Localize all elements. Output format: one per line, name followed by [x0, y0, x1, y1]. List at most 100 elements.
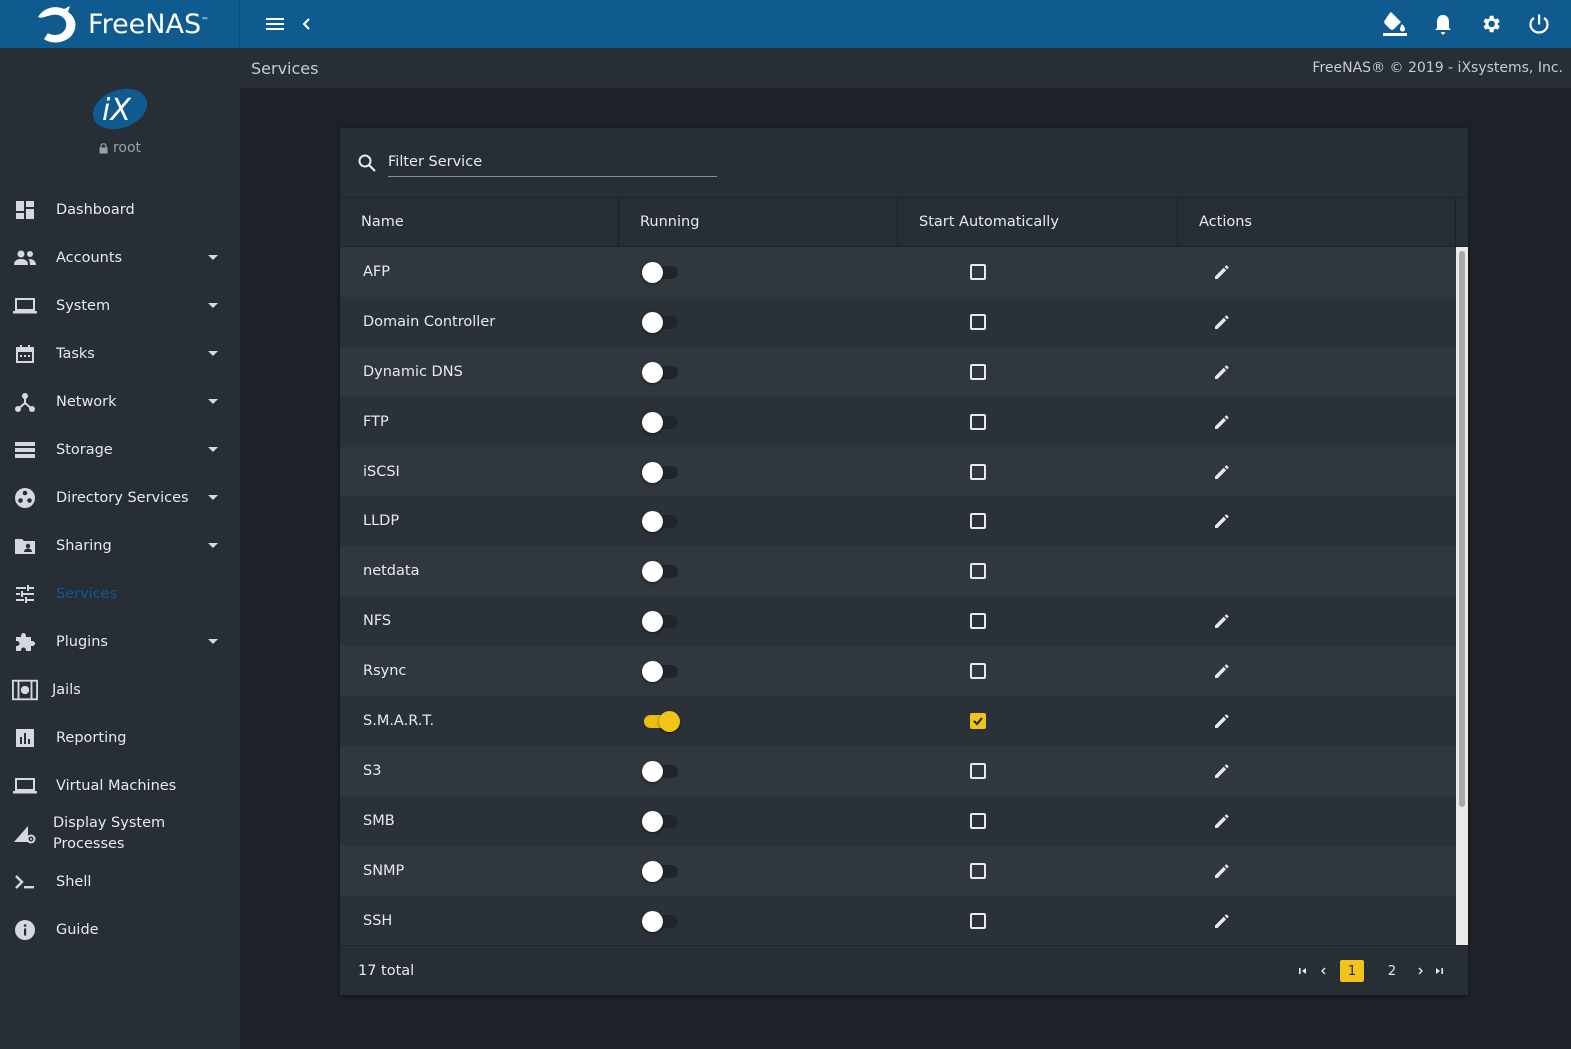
running-toggle[interactable] — [642, 910, 680, 932]
column-header-name[interactable]: Name — [340, 198, 619, 246]
start-automatically-cell — [898, 247, 1178, 297]
collapse-sidebar-button[interactable] — [295, 0, 319, 48]
sidebar-item-dashboard[interactable]: Dashboard — [0, 186, 240, 234]
start-automatically-checkbox[interactable] — [970, 663, 986, 680]
directory-icon — [15, 488, 35, 508]
start-automatically-checkbox[interactable] — [970, 363, 986, 380]
start-automatically-checkbox[interactable] — [970, 862, 986, 879]
page-title: Services — [251, 58, 319, 78]
notifications-button[interactable] — [1427, 0, 1459, 48]
sidebar-item-virtual-machines[interactable]: Virtual Machines — [0, 762, 240, 810]
edit-button[interactable] — [1211, 860, 1233, 882]
sidebar-item-directory-services[interactable]: Directory Services — [0, 474, 240, 522]
edit-button[interactable] — [1211, 910, 1233, 932]
running-toggle[interactable] — [642, 261, 680, 283]
running-toggle[interactable] — [642, 561, 680, 583]
running-toggle[interactable] — [642, 461, 680, 483]
start-automatically-checkbox[interactable] — [970, 413, 986, 430]
running-toggle[interactable] — [642, 511, 680, 533]
running-toggle[interactable] — [642, 661, 680, 683]
sidebar-item-shell[interactable]: Shell — [0, 858, 240, 906]
service-name: netdata — [363, 563, 420, 580]
sidebar-item-tasks[interactable]: Tasks — [0, 330, 240, 378]
start-automatically-checkbox[interactable] — [970, 563, 986, 580]
sidebar-item-display-system-processes[interactable]: Display System Processes — [0, 810, 240, 858]
last-page-button[interactable] — [1432, 964, 1446, 978]
user-label: root — [99, 140, 141, 156]
running-toggle[interactable] — [642, 361, 680, 383]
actions-cell — [1178, 646, 1456, 696]
sidebar-item-guide[interactable]: Guide — [0, 906, 240, 954]
start-automatically-checkbox[interactable] — [970, 812, 986, 829]
edit-button[interactable] — [1211, 411, 1233, 433]
actions-cell — [1178, 397, 1456, 447]
edit-button[interactable] — [1211, 510, 1233, 532]
table-row: SSH — [340, 895, 1456, 945]
sidebar-item-sharing[interactable]: Sharing — [0, 522, 240, 570]
running-toggle[interactable] — [642, 311, 680, 333]
actions-cell — [1178, 696, 1456, 746]
column-header-running[interactable]: Running — [619, 198, 898, 246]
sidebar-item-accounts[interactable]: Accounts — [0, 234, 240, 282]
power-button[interactable] — [1523, 0, 1555, 48]
network-icon — [15, 393, 35, 412]
edit-button[interactable] — [1211, 810, 1233, 832]
brand[interactable]: FreeNAS™ — [0, 0, 240, 48]
start-automatically-checkbox[interactable] — [970, 762, 986, 779]
sidebar-item-system[interactable]: System — [0, 282, 240, 330]
settings-button[interactable] — [1475, 0, 1507, 48]
start-automatically-checkbox[interactable] — [970, 912, 986, 929]
running-toggle[interactable] — [642, 760, 680, 782]
start-automatically-checkbox[interactable] — [970, 463, 986, 480]
running-toggle[interactable] — [642, 860, 680, 882]
sidebar-item-jails[interactable]: Jails — [0, 666, 240, 714]
edit-button[interactable] — [1211, 710, 1233, 732]
service-name: Rsync — [363, 663, 407, 680]
column-header-start-automatically[interactable]: Start Automatically — [898, 198, 1178, 246]
first-page-button[interactable] — [1296, 964, 1310, 978]
page-2-button[interactable]: 2 — [1387, 963, 1397, 979]
menu-icon — [266, 18, 284, 30]
scrollbar-thumb[interactable] — [1459, 251, 1465, 807]
calendar-icon — [16, 345, 34, 363]
running-toggle[interactable] — [642, 810, 680, 832]
edit-button[interactable] — [1211, 261, 1233, 283]
theme-button[interactable] — [1379, 0, 1411, 48]
freenas-shark-logo — [38, 6, 76, 43]
sidebar-item-network[interactable]: Network — [0, 378, 240, 426]
chevron-right-icon — [1418, 967, 1423, 975]
edit-button[interactable] — [1211, 760, 1233, 782]
running-toggle[interactable] — [642, 710, 680, 732]
edit-button[interactable] — [1211, 610, 1233, 632]
running-toggle[interactable] — [642, 411, 680, 433]
edit-button[interactable] — [1211, 660, 1233, 682]
sidebar-item-plugins[interactable]: Plugins — [0, 618, 240, 666]
sidebar-item-services[interactable]: Services — [0, 570, 240, 618]
table-row: iSCSI — [340, 446, 1456, 497]
running-toggle[interactable] — [642, 611, 680, 633]
page-1-button[interactable]: 1 — [1340, 960, 1364, 982]
laptop-icon — [13, 298, 37, 314]
table-scrollbar[interactable] — [1456, 247, 1468, 945]
column-header-actions[interactable]: Actions — [1178, 198, 1456, 246]
sidebar-item-reporting[interactable]: Reporting — [0, 714, 240, 762]
service-name: iSCSI — [363, 463, 400, 480]
start-automatically-checkbox[interactable] — [970, 513, 986, 530]
start-automatically-checkbox[interactable] — [970, 313, 986, 330]
edit-button[interactable] — [1211, 461, 1233, 483]
previous-page-button[interactable] — [1316, 964, 1330, 978]
start-automatically-checkbox[interactable] — [970, 613, 986, 630]
start-automatically-checkbox[interactable] — [970, 712, 986, 729]
edit-button[interactable] — [1211, 311, 1233, 333]
top-toolbar: FreeNAS™ — [0, 0, 1571, 48]
sidebar-item-storage[interactable]: Storage — [0, 426, 240, 474]
start-automatically-checkbox[interactable] — [970, 263, 986, 280]
menu-toggle-button[interactable] — [255, 0, 295, 48]
filter-service-input[interactable] — [388, 154, 717, 170]
dashboard-icon — [16, 201, 34, 219]
next-page-button[interactable] — [1414, 964, 1428, 978]
edit-button[interactable] — [1211, 361, 1233, 383]
start-automatically-cell — [898, 347, 1178, 397]
jail-icon — [12, 679, 38, 701]
page-header: Services FreeNAS® © 2019 - iXsystems, In… — [240, 48, 1571, 88]
